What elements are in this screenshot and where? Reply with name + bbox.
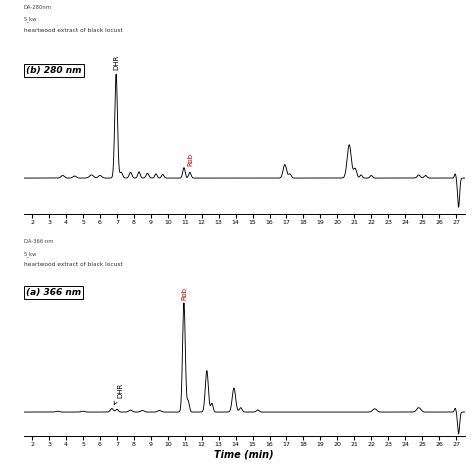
Text: Rob: Rob xyxy=(187,153,193,165)
Text: 5_kw: 5_kw xyxy=(24,17,37,22)
Text: DA-366 nm: DA-366 nm xyxy=(24,239,53,245)
Text: DHR: DHR xyxy=(113,55,119,70)
X-axis label: Time (min): Time (min) xyxy=(214,449,274,459)
Text: Rob: Rob xyxy=(181,287,187,300)
Text: heartwood extract of black locust: heartwood extract of black locust xyxy=(24,262,122,267)
Text: (b) 280 nm: (b) 280 nm xyxy=(26,66,82,75)
Text: 5_kw: 5_kw xyxy=(24,251,37,257)
Text: DHR: DHR xyxy=(114,383,124,405)
Text: heartwood extract of black locust: heartwood extract of black locust xyxy=(24,28,122,34)
Text: (a) 366 nm: (a) 366 nm xyxy=(26,288,81,297)
Text: DA-280nm: DA-280nm xyxy=(24,5,52,10)
